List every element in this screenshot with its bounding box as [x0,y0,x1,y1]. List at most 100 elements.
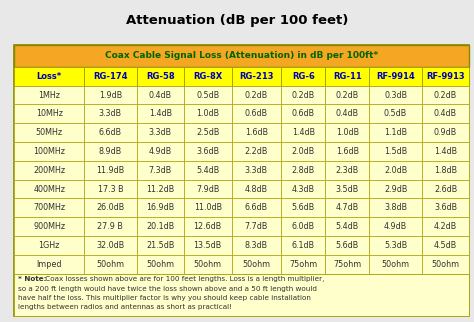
Text: 1.4dB: 1.4dB [292,128,315,137]
Text: 2.9dB: 2.9dB [384,185,407,194]
Text: 20.1dB: 20.1dB [146,222,174,231]
Text: 3.3dB: 3.3dB [99,109,122,118]
Text: 4.3dB: 4.3dB [292,185,315,194]
Text: 50MHz: 50MHz [36,128,63,137]
Text: 8.3dB: 8.3dB [245,241,268,250]
Text: 6.6dB: 6.6dB [245,203,268,212]
Text: 2.6dB: 2.6dB [434,185,457,194]
Text: 0.4dB: 0.4dB [149,90,172,99]
Text: 0.4dB: 0.4dB [336,109,359,118]
Text: RF-9913: RF-9913 [426,72,465,81]
Text: 1GHz: 1GHz [38,241,60,250]
Text: 13.5dB: 13.5dB [194,241,222,250]
Text: 0.6dB: 0.6dB [292,109,315,118]
Text: 2.8dB: 2.8dB [292,166,315,175]
Text: 4.7dB: 4.7dB [336,203,359,212]
Text: so a 200 ft length would have twice the loss shown above and a 50 ft length woul: so a 200 ft length would have twice the … [18,286,317,291]
Text: 3.6dB: 3.6dB [434,203,457,212]
Text: 10MHz: 10MHz [36,109,63,118]
Text: 400MHz: 400MHz [33,185,65,194]
Text: 5.3dB: 5.3dB [384,241,407,250]
Text: 50ohm: 50ohm [96,260,125,269]
Text: 4.9dB: 4.9dB [384,222,407,231]
Text: 0.6dB: 0.6dB [245,109,268,118]
Text: have half the loss. This multiplier factor is why you should keep cable installa: have half the loss. This multiplier fact… [18,295,311,301]
Text: 7.3dB: 7.3dB [149,166,172,175]
Text: 1.5dB: 1.5dB [384,147,407,156]
Text: 7.7dB: 7.7dB [245,222,268,231]
Text: 3.3dB: 3.3dB [149,128,172,137]
Text: Imped: Imped [36,260,62,269]
Text: 75ohm: 75ohm [333,260,362,269]
Text: 1.9dB: 1.9dB [99,90,122,99]
Text: 3.5dB: 3.5dB [336,185,359,194]
Text: 3.3dB: 3.3dB [245,166,268,175]
Text: 900MHz: 900MHz [33,222,65,231]
Text: 0.4dB: 0.4dB [434,109,457,118]
Text: 2.5dB: 2.5dB [196,128,219,137]
Text: 0.5dB: 0.5dB [196,90,219,99]
Text: 0.5dB: 0.5dB [384,109,407,118]
Text: lengths between radios and antennas as short as practical!: lengths between radios and antennas as s… [18,304,232,310]
Text: 6.0dB: 6.0dB [292,222,315,231]
Text: 1.8dB: 1.8dB [434,166,457,175]
Text: Coax Cable Signal Loss (Attenuation) in dB per 100ft*: Coax Cable Signal Loss (Attenuation) in … [105,52,378,61]
Text: 21.5dB: 21.5dB [146,241,174,250]
Text: 1.6dB: 1.6dB [336,147,359,156]
Text: 4.2dB: 4.2dB [434,222,457,231]
Text: 50ohm: 50ohm [146,260,174,269]
Text: 3.6dB: 3.6dB [196,147,219,156]
Text: 50ohm: 50ohm [382,260,410,269]
Text: RG-174: RG-174 [93,72,128,81]
Text: 0.2dB: 0.2dB [292,90,315,99]
Text: 100MHz: 100MHz [33,147,65,156]
Text: 0.3dB: 0.3dB [384,90,407,99]
Text: 2.2dB: 2.2dB [245,147,268,156]
Text: 16.9dB: 16.9dB [146,203,174,212]
Text: 1.4dB: 1.4dB [149,109,172,118]
Text: 17.3 B: 17.3 B [98,185,123,194]
Text: RG-6: RG-6 [292,72,315,81]
Text: RG-8X: RG-8X [193,72,222,81]
Text: 26.0dB: 26.0dB [96,203,125,212]
Text: 5.4dB: 5.4dB [196,166,219,175]
Text: 11.2dB: 11.2dB [146,185,174,194]
Text: 4.9dB: 4.9dB [149,147,172,156]
Text: 11.9dB: 11.9dB [96,166,125,175]
Text: Loss*: Loss* [36,72,62,81]
Text: 200MHz: 200MHz [33,166,65,175]
Text: RG-11: RG-11 [333,72,362,81]
Text: 12.6dB: 12.6dB [194,222,222,231]
Text: 1.6dB: 1.6dB [245,128,268,137]
Text: 5.6dB: 5.6dB [336,241,359,250]
Text: 50ohm: 50ohm [431,260,460,269]
Text: 50ohm: 50ohm [242,260,271,269]
Text: 50ohm: 50ohm [194,260,222,269]
Text: 11.0dB: 11.0dB [194,203,222,212]
Text: 6.1dB: 6.1dB [292,241,315,250]
Text: 75ohm: 75ohm [289,260,318,269]
Text: 5.4dB: 5.4dB [336,222,359,231]
Text: RG-58: RG-58 [146,72,174,81]
Text: 0.9dB: 0.9dB [434,128,457,137]
Text: 1MHz: 1MHz [38,90,60,99]
Text: 1.4dB: 1.4dB [434,147,457,156]
Text: 0.2dB: 0.2dB [336,90,359,99]
Text: 27.9 B: 27.9 B [98,222,123,231]
Text: 700MHz: 700MHz [33,203,65,212]
Text: 1.1dB: 1.1dB [384,128,407,137]
Text: 1.0dB: 1.0dB [336,128,359,137]
Text: 2.0dB: 2.0dB [292,147,315,156]
Text: Attenuation (dB per 100 feet): Attenuation (dB per 100 feet) [126,14,348,27]
Text: 3.8dB: 3.8dB [384,203,407,212]
Text: 2.0dB: 2.0dB [384,166,407,175]
Text: 7.9dB: 7.9dB [196,185,219,194]
Text: 6.6dB: 6.6dB [99,128,122,137]
Text: 4.5dB: 4.5dB [434,241,457,250]
Text: 8.9dB: 8.9dB [99,147,122,156]
Text: 0.2dB: 0.2dB [434,90,457,99]
Text: Coax losses shown above are for 100 feet lengths. Loss is a length multiplier,: Coax losses shown above are for 100 feet… [43,276,324,282]
Text: 0.2dB: 0.2dB [245,90,268,99]
Text: 4.8dB: 4.8dB [245,185,268,194]
Text: RG-213: RG-213 [239,72,273,81]
